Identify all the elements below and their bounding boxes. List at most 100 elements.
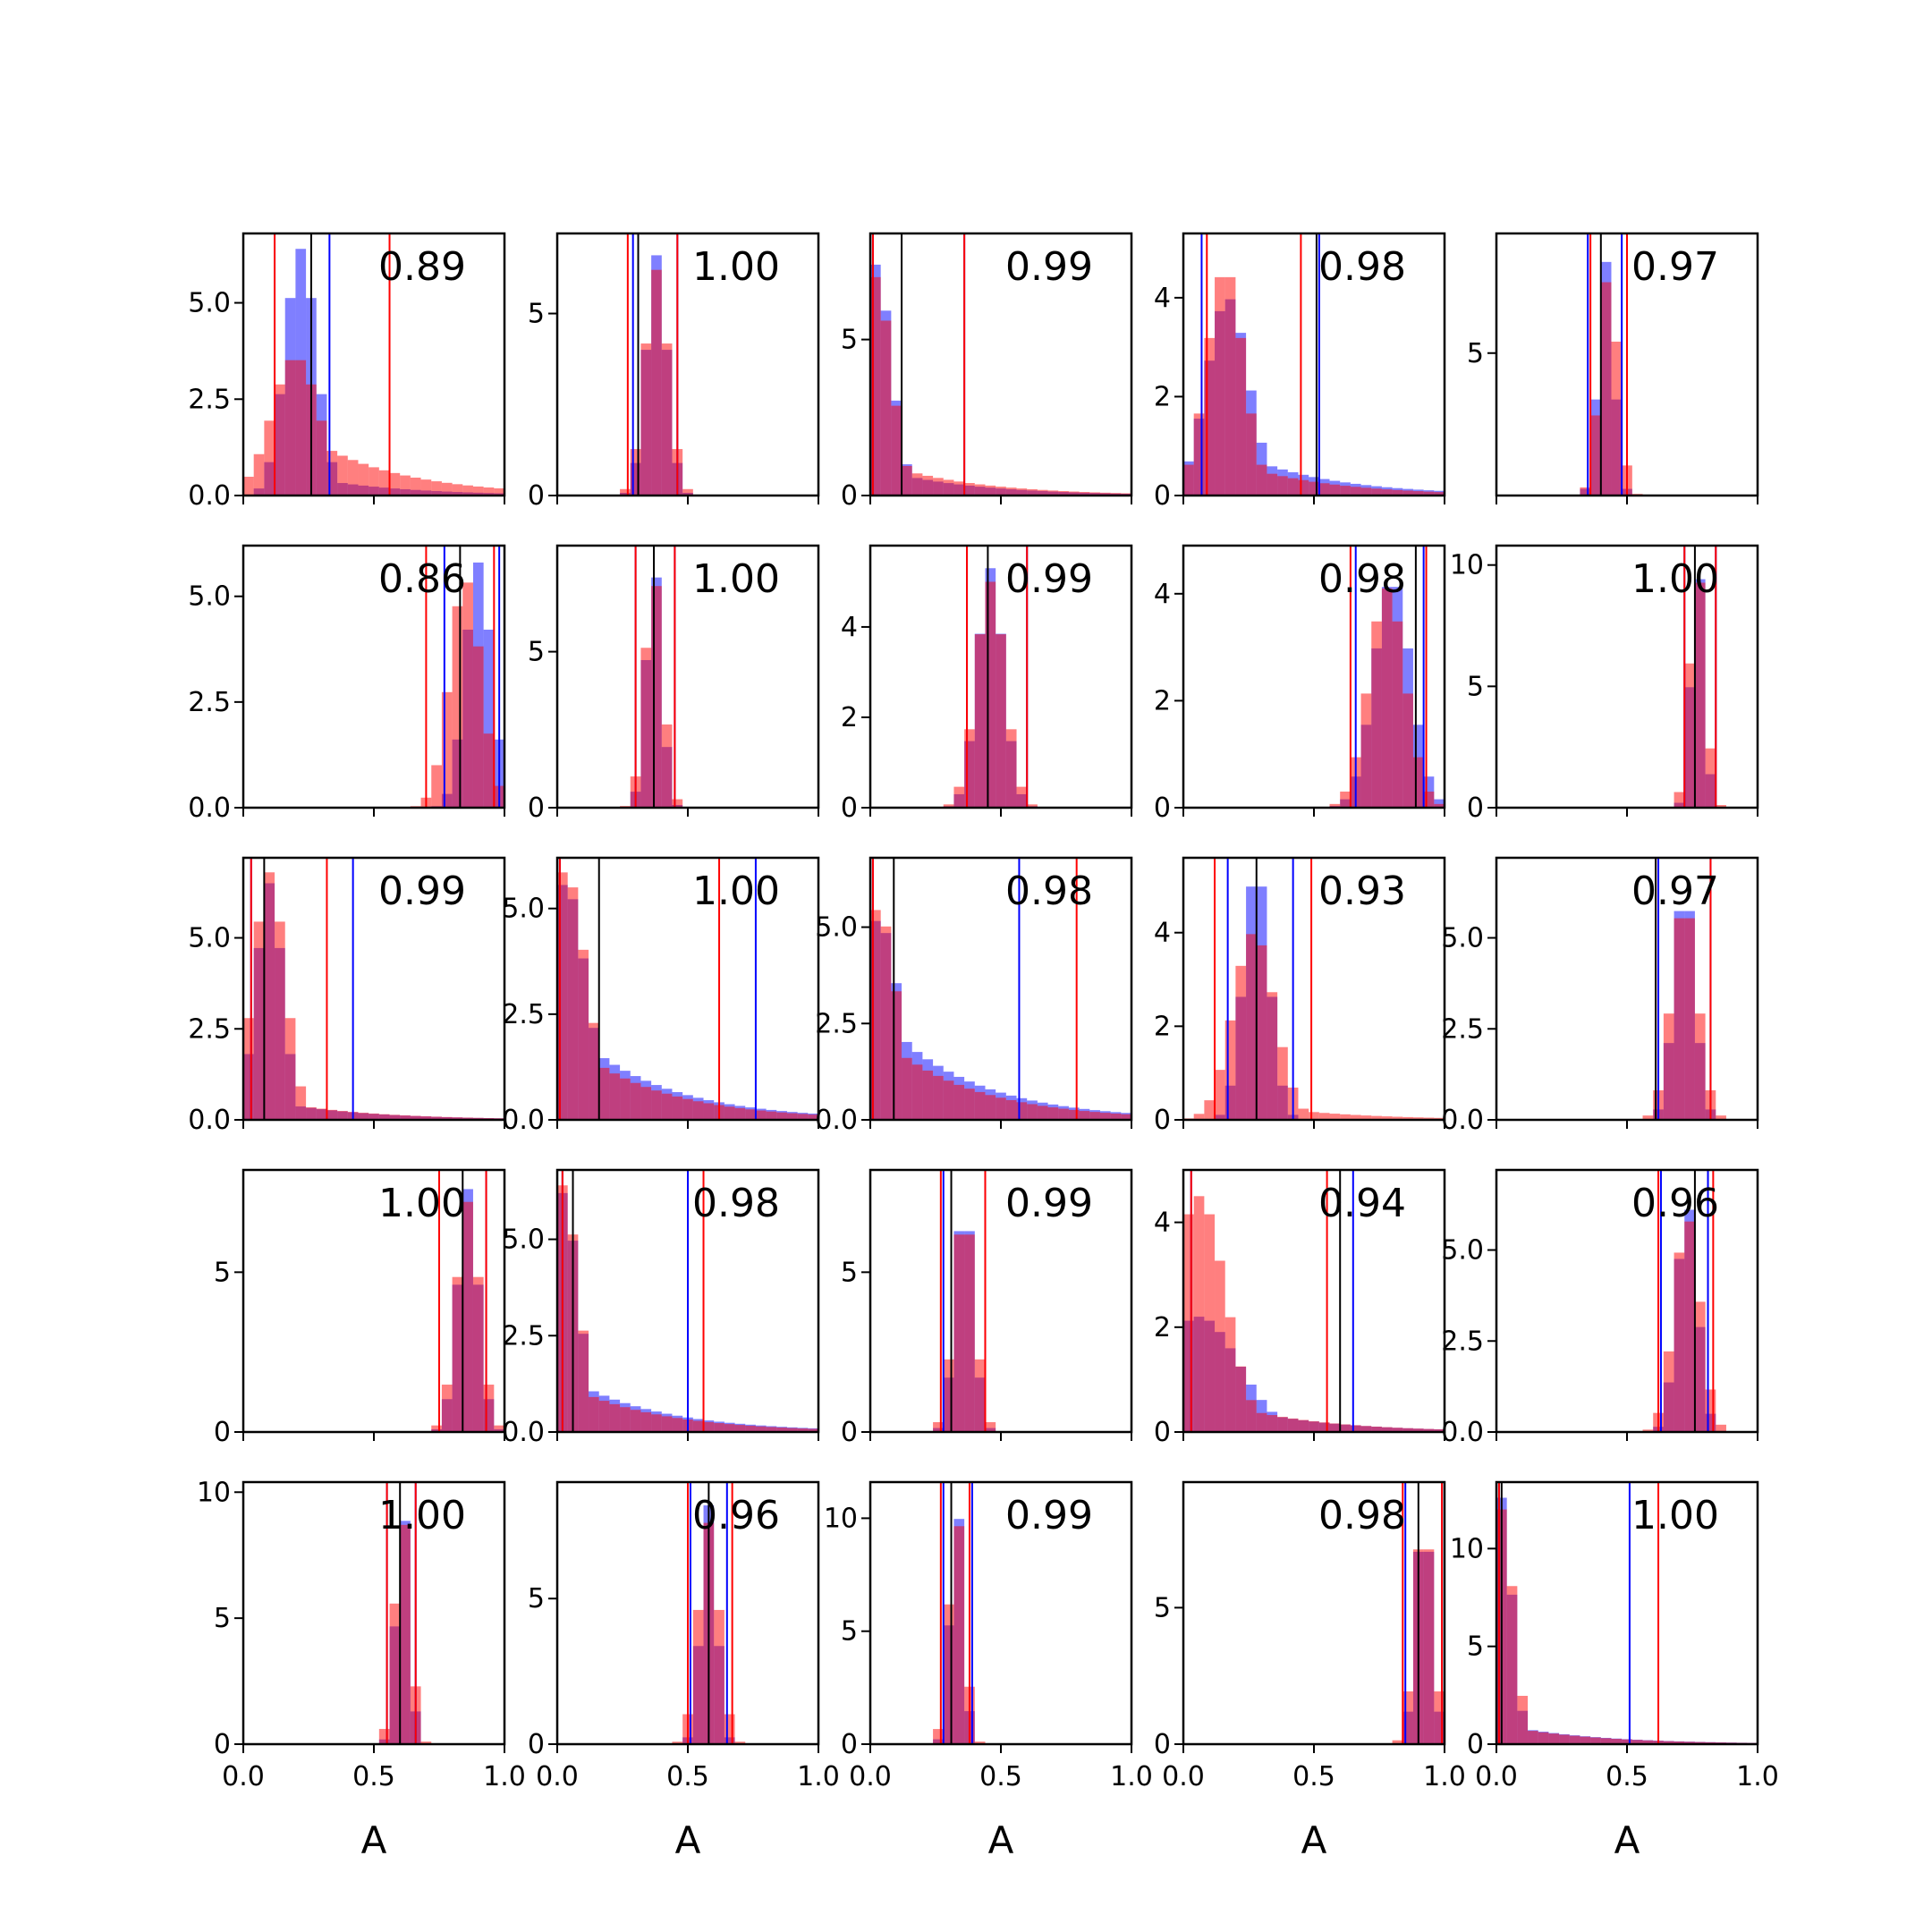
red-bar xyxy=(1121,1114,1131,1120)
red-histogram xyxy=(243,872,504,1120)
red-bar xyxy=(1183,464,1194,496)
red-bar xyxy=(1674,792,1685,808)
panel-0-1: 051.00 xyxy=(528,232,820,512)
red-bar xyxy=(1423,1549,1435,1744)
y-tick-label: 5.0 xyxy=(188,923,231,954)
red-histogram xyxy=(620,269,693,496)
x-tick-label: 0.5 xyxy=(1292,1761,1335,1792)
panel-4-2: 0 5 10 0.0 0.5 1.0 0.99 A xyxy=(824,1480,1153,1862)
y-tick-label: 5 xyxy=(214,1257,231,1288)
x-tick-label: 0.5 xyxy=(352,1761,395,1792)
red-bar xyxy=(483,487,495,496)
red-bar xyxy=(275,921,285,1120)
red-bar xyxy=(933,1422,944,1432)
red-bar xyxy=(1121,493,1131,496)
red-bar xyxy=(431,765,442,808)
y-tick-label: 0 xyxy=(214,1729,231,1760)
red-bar xyxy=(1277,1046,1288,1120)
red-bar xyxy=(378,1114,390,1120)
red-bar xyxy=(1340,792,1351,808)
y-tick-label: 5 xyxy=(1154,1592,1171,1623)
panel-score-label: 0.99 xyxy=(1005,1493,1093,1538)
red-bar xyxy=(441,691,453,808)
red-bar xyxy=(462,582,473,808)
red-histogram xyxy=(557,872,818,1120)
red-bar xyxy=(389,1114,401,1120)
y-tick-label: 0 xyxy=(841,1729,858,1760)
red-bar xyxy=(1267,473,1278,496)
red-bar xyxy=(400,1114,411,1120)
y-tick-label: 5.0 xyxy=(1441,923,1484,954)
red-bar xyxy=(452,1117,463,1120)
red-bar xyxy=(1224,276,1236,496)
red-bar xyxy=(1392,1428,1403,1432)
x-tick-label: 0.5 xyxy=(1606,1761,1648,1792)
red-bar xyxy=(996,487,1006,496)
panel-0-0: 0.0 2.5 5.0 0.89 xyxy=(188,232,506,512)
red-histogram xyxy=(1329,588,1445,808)
y-tick-label: 0.0 xyxy=(188,1105,231,1136)
red-bar xyxy=(609,1073,621,1120)
red-bar xyxy=(734,1741,746,1744)
panel-score-label: 1.00 xyxy=(692,556,780,602)
panel-2-4: 0.0 2.5 5.0 0.97 xyxy=(1441,856,1759,1136)
x-tick-label: 0.0 xyxy=(536,1761,579,1792)
red-bar xyxy=(672,1418,683,1432)
red-bar xyxy=(243,477,254,496)
y-tick-label: 5 xyxy=(1467,338,1484,369)
red-bar xyxy=(880,320,892,496)
y-tick-label: 0 xyxy=(1154,1417,1171,1448)
red-bar xyxy=(964,483,975,496)
red-bar xyxy=(1329,1114,1341,1120)
panel-score-label: 0.98 xyxy=(1005,869,1093,914)
panel-1-4: 0 5 10 1.00 xyxy=(1450,544,1759,824)
x-axis-label: A xyxy=(1614,1818,1640,1862)
red-bar xyxy=(1412,1428,1424,1432)
red-bar xyxy=(1079,1111,1090,1120)
red-bar xyxy=(964,1234,975,1432)
red-bar xyxy=(786,1113,798,1120)
red-bar xyxy=(1716,1424,1726,1432)
y-tick-label: 2 xyxy=(1154,1312,1171,1343)
y-tick-label: 0 xyxy=(528,792,545,824)
red-bar xyxy=(1005,729,1017,808)
red-bar xyxy=(1287,478,1299,496)
y-tick-label: 4 xyxy=(841,612,858,643)
red-bar xyxy=(651,1090,662,1120)
red-bar xyxy=(295,360,307,496)
red-bar xyxy=(985,1422,996,1432)
y-tick-label: 0 xyxy=(841,1417,858,1448)
red-bar xyxy=(1705,1389,1716,1432)
y-tick-label: 5 xyxy=(528,1583,545,1614)
red-bar xyxy=(1381,1427,1393,1432)
red-bar xyxy=(494,487,504,496)
red-bar xyxy=(1246,1400,1257,1432)
red-bar xyxy=(953,1234,965,1432)
red-bar xyxy=(651,1414,662,1432)
red-bar xyxy=(1318,483,1330,496)
red-bar xyxy=(1434,492,1445,496)
panel-score-label: 0.99 xyxy=(378,869,466,914)
y-tick-label: 0 xyxy=(1467,1729,1484,1760)
red-bar xyxy=(1392,1116,1403,1120)
x-tick-label: 1.0 xyxy=(797,1761,840,1792)
red-bar xyxy=(974,1359,986,1432)
red-bar xyxy=(1674,918,1685,1120)
red-bar xyxy=(1381,1116,1393,1120)
red-bar xyxy=(1684,1221,1695,1432)
red-bar xyxy=(1016,786,1028,808)
blue-bar xyxy=(483,629,495,808)
red-bar xyxy=(1277,1417,1288,1432)
y-tick-label: 0 xyxy=(214,1417,231,1448)
red-histogram xyxy=(933,1234,996,1432)
red-bar xyxy=(1716,1115,1726,1120)
red-bar xyxy=(1298,479,1309,496)
red-bar xyxy=(1392,1740,1403,1744)
y-tick-label: 5 xyxy=(841,325,858,356)
y-tick-label: 2.5 xyxy=(188,687,231,718)
red-bar xyxy=(243,1018,254,1120)
red-bar xyxy=(933,1075,944,1120)
red-bar xyxy=(578,1330,589,1432)
panel-4-0: 0 5 10 0.0 0.5 1.0 1.00 A xyxy=(197,1477,526,1862)
red-bar xyxy=(1309,1112,1319,1120)
